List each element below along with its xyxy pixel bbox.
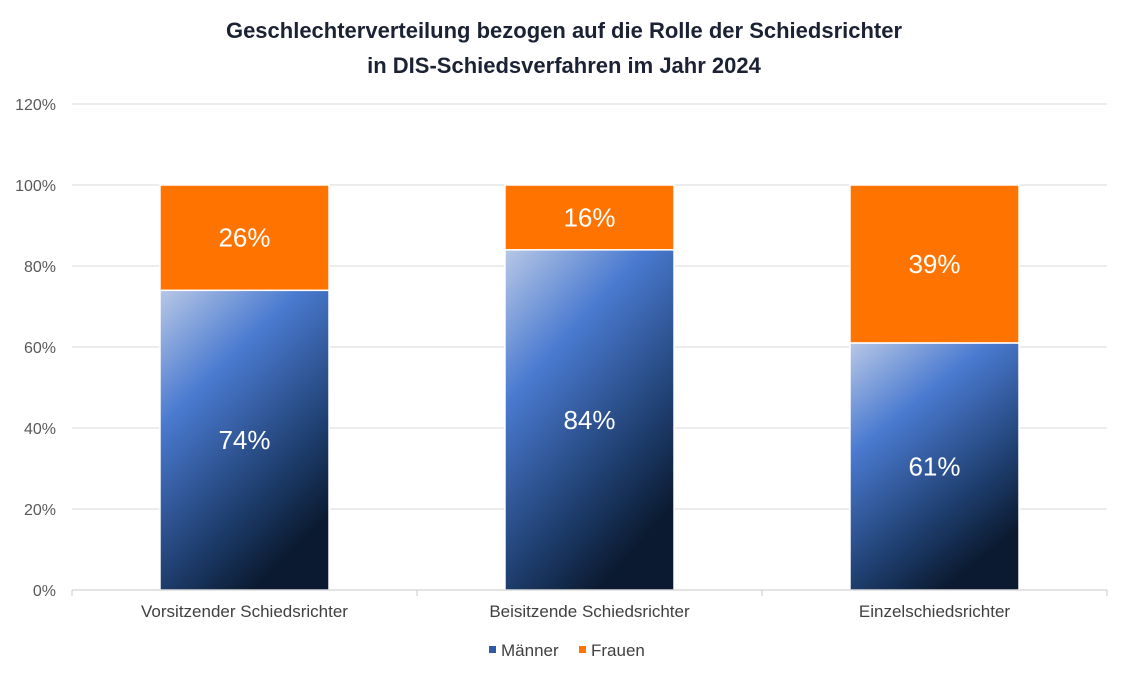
data-label: 61% bbox=[908, 451, 960, 481]
y-tick-label: 0% bbox=[33, 583, 56, 600]
data-label: 26% bbox=[218, 223, 270, 253]
legend-label: Männer bbox=[501, 641, 559, 660]
bar-frauen bbox=[159, 184, 330, 292]
legend-swatch bbox=[579, 646, 586, 653]
y-axis-ticks: 0% 20% 40% 60% 80% 100% 120% bbox=[15, 97, 56, 600]
y-tick-label: 80% bbox=[24, 259, 56, 276]
bar-maenner bbox=[504, 249, 675, 591]
legend-swatch bbox=[489, 646, 496, 653]
chart-title-line-1: Geschlechterverteilung bezogen auf die R… bbox=[226, 18, 903, 43]
category-label: Beisitzende Schiedsrichter bbox=[489, 602, 690, 621]
y-tick-label: 120% bbox=[15, 97, 56, 114]
category-label: Einzelschiedsrichter bbox=[859, 602, 1011, 621]
data-label: 84% bbox=[563, 405, 615, 435]
legend-label: Frauen bbox=[591, 641, 645, 660]
data-labels: 74% 26% 84% 16% 61% 39% bbox=[218, 202, 960, 481]
x-axis-ticks bbox=[71, 590, 1108, 596]
y-tick-label: 20% bbox=[24, 502, 56, 519]
data-label: 74% bbox=[218, 425, 270, 455]
data-label: 16% bbox=[563, 202, 615, 232]
y-tick-label: 100% bbox=[15, 178, 56, 195]
legend: Männer Frauen bbox=[489, 641, 645, 660]
category-labels: Vorsitzender Schiedsrichter Beisitzende S… bbox=[141, 602, 1010, 621]
y-tick-label: 40% bbox=[24, 421, 56, 438]
category-label: Vorsitzender Schiedsrichter bbox=[141, 602, 348, 621]
data-label: 39% bbox=[908, 249, 960, 279]
bar-maenner bbox=[849, 342, 1020, 591]
y-tick-label: 60% bbox=[24, 340, 56, 357]
bars bbox=[159, 184, 1020, 591]
chart-title-line-2: in DIS-Schiedsverfahren im Jahr 2024 bbox=[367, 53, 761, 78]
bar-frauen bbox=[504, 184, 675, 251]
chart-title: Geschlechterverteilung bezogen auf die R… bbox=[226, 18, 903, 78]
bar-frauen bbox=[849, 184, 1020, 344]
